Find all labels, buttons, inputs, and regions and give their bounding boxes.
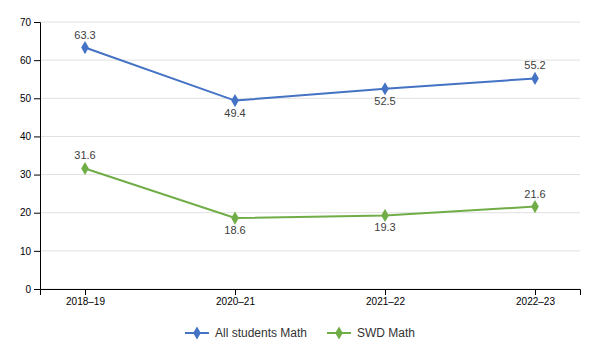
y-tick-label: 20	[20, 207, 32, 218]
x-tick-mark	[535, 289, 536, 295]
point-marker	[231, 94, 239, 107]
grid	[40, 22, 580, 289]
y-tick: 30	[20, 169, 40, 180]
y-tick-mark	[34, 175, 40, 176]
x-tick-label: 2021–22	[366, 296, 405, 307]
y-tick-mark	[34, 98, 40, 99]
y-tick-label: 30	[20, 169, 32, 180]
chart: 0 10 20 30 40 50 60 70 2018–19 2020–21 2021–22 2022…	[0, 0, 600, 351]
data-label: 19.3	[374, 221, 395, 233]
point-marker	[381, 82, 389, 95]
y-tick: 20	[20, 207, 40, 218]
x-tick: 2018–19	[66, 289, 105, 307]
legend-label: SWD Math	[357, 326, 415, 340]
data-label: 63.3	[74, 29, 95, 41]
grid-line	[40, 136, 580, 137]
x-axis: 2018–19 2020–21 2021–22 2022–23	[41, 289, 581, 307]
data-label: 52.5	[374, 95, 395, 107]
y-tick-label: 10	[20, 246, 32, 257]
legend-item: All students Math	[185, 326, 307, 340]
y-tick-mark	[34, 213, 40, 214]
y-axis-line	[34, 23, 41, 290]
legend-marker	[335, 326, 343, 339]
y-tick: 50	[20, 93, 40, 104]
y-tick: 40	[20, 131, 40, 142]
x-tick: 2020–21	[216, 289, 255, 307]
y-tick: 70	[20, 17, 40, 28]
legend-label: All students Math	[215, 326, 307, 340]
point-marker	[231, 211, 239, 224]
point-marker	[81, 162, 89, 175]
grid-line	[40, 98, 580, 99]
data-label: 21.6	[524, 188, 545, 200]
x-tick: 2021–22	[366, 289, 405, 307]
x-tick-mark	[385, 289, 386, 295]
plot: 0 10 20 30 40 50 60 70 2018–19 2020–21 2021–22 2022…	[20, 17, 581, 307]
grid-line	[40, 212, 580, 213]
legend-marker	[193, 326, 201, 339]
point-marker	[381, 209, 389, 222]
y-tick-mark	[34, 22, 40, 23]
y-tick-label: 70	[20, 17, 32, 28]
y-tick: 60	[20, 55, 40, 66]
grid-line	[40, 22, 580, 23]
x-tick-label: 2022–23	[516, 296, 555, 307]
point-marker	[531, 72, 539, 85]
x-tick-label: 2020–21	[216, 296, 255, 307]
data-label: 55.2	[524, 59, 545, 71]
data-labels: 63.3 49.4 52.5 55.2 31.6 18.6 19.3 21.6	[74, 29, 545, 236]
y-axis: 0 10 20 30 40 50 60 70	[20, 17, 41, 295]
y-tick: 0	[25, 284, 40, 295]
grid-line	[40, 250, 580, 251]
legend: All students Math SWD Math	[185, 326, 415, 340]
x-tick-mark	[85, 289, 86, 295]
y-tick-mark	[34, 136, 40, 137]
x-tick: 2022–23	[516, 289, 555, 307]
point-marker	[531, 200, 539, 213]
y-tick-mark	[34, 60, 40, 61]
x-tick-mark	[235, 289, 236, 295]
y-tick-mark	[34, 251, 40, 252]
data-label: 31.6	[74, 149, 95, 161]
y-tick-label: 50	[20, 93, 32, 104]
data-label: 18.6	[224, 224, 245, 236]
y-tick-label: 40	[20, 131, 32, 142]
x-tick-label: 2018–19	[66, 296, 105, 307]
series-line	[85, 168, 535, 218]
series-line	[85, 48, 535, 101]
marks	[81, 41, 539, 225]
data-label: 49.4	[224, 107, 245, 119]
y-tick-mark	[34, 289, 40, 290]
legend-item: SWD Math	[327, 326, 415, 340]
y-tick: 10	[20, 246, 40, 257]
x-axis-line	[41, 290, 581, 296]
grid-line	[40, 174, 580, 175]
point-marker	[81, 41, 89, 54]
y-tick-label: 60	[20, 55, 32, 66]
y-tick-label: 0	[25, 284, 31, 295]
